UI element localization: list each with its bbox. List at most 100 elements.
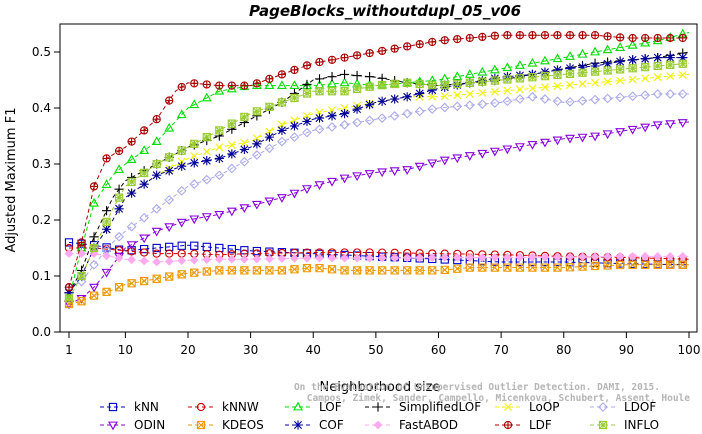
point-cof: [302, 116, 312, 127]
point-loop: [566, 81, 574, 90]
point-lof: [489, 64, 500, 74]
point-cof: [239, 144, 249, 155]
point-ldof: [277, 136, 287, 147]
point-fastabod: [277, 254, 287, 264]
point-fastabod: [490, 253, 500, 262]
x-tick-label: 20: [180, 343, 195, 357]
point-odin: [176, 218, 187, 228]
point-kdeos: [578, 262, 587, 271]
point-inflo: [377, 80, 387, 90]
point-ldof: [502, 96, 513, 107]
point-inflo: [540, 71, 550, 81]
point-ldf: [428, 37, 437, 47]
point-loop: [616, 76, 625, 85]
point-fastabod: [164, 256, 174, 266]
point-lof: [339, 77, 350, 87]
point-fastabod: [390, 253, 400, 263]
point-ldf: [465, 33, 474, 43]
point-loop: [553, 82, 562, 91]
point-ldf: [127, 137, 136, 146]
point-inflo: [215, 126, 224, 135]
point-loop: [603, 77, 612, 86]
point-ldf: [653, 33, 662, 43]
series-line-simplifiedlof: [68, 51, 690, 294]
point-inflo: [478, 77, 487, 86]
point-ldof: [540, 94, 550, 104]
point-ldof: [214, 170, 225, 181]
point-cof: [214, 153, 224, 163]
y-tick-label: 0.2: [32, 213, 51, 227]
point-loop: [503, 86, 512, 95]
point-loop: [440, 92, 449, 101]
point-lof: [276, 80, 287, 90]
point-cof: [352, 104, 362, 114]
point-ldf: [152, 115, 161, 124]
point-ldf: [89, 182, 99, 191]
point-inflo: [177, 146, 186, 155]
point-lof: [565, 51, 575, 60]
point-ldf: [114, 146, 124, 156]
point-ldof: [126, 221, 137, 232]
point-lof: [164, 122, 175, 132]
point-loop: [528, 84, 537, 93]
point-inflo: [352, 84, 362, 94]
point-loop: [428, 92, 437, 101]
point-ldf: [628, 33, 637, 43]
point-lof: [201, 92, 212, 102]
point-odin: [652, 121, 663, 131]
point-cof: [565, 63, 575, 73]
legend-item-ldof: LDOF: [590, 400, 656, 414]
point-knn: [152, 243, 161, 253]
point-fastabod: [440, 253, 450, 262]
point-cof: [252, 139, 262, 149]
point-ldf: [553, 31, 562, 40]
point-ldof: [452, 101, 463, 112]
point-odin: [327, 177, 337, 187]
point-cof: [653, 53, 663, 63]
legend-marker: [504, 403, 512, 411]
point-loop: [202, 147, 211, 156]
point-ldf: [215, 81, 224, 90]
point-ldof: [226, 163, 237, 174]
point-odin: [527, 140, 538, 150]
legend-marker: [196, 402, 206, 412]
point-cof: [427, 85, 437, 95]
point-lof: [189, 99, 200, 109]
point-simplifiedlof: [302, 79, 312, 90]
point-kdeos: [365, 266, 374, 275]
point-kdeos: [277, 266, 287, 275]
x-tick-label: 90: [619, 343, 634, 357]
point-fastabod: [64, 249, 74, 258]
point-cof: [590, 61, 600, 71]
point-fastabod: [214, 254, 224, 264]
point-ldf: [64, 283, 74, 292]
point-fastabod: [114, 253, 124, 263]
point-cof: [402, 92, 412, 102]
point-inflo: [415, 79, 424, 89]
point-odin: [164, 223, 175, 233]
legend-label: LDOF: [624, 400, 656, 414]
point-inflo: [102, 217, 111, 227]
point-loop: [340, 104, 349, 112]
point-inflo: [165, 153, 174, 162]
point-lof: [139, 145, 150, 154]
point-simplifiedlof: [101, 206, 112, 216]
point-ldof: [677, 89, 688, 99]
point-odin: [289, 189, 300, 199]
point-inflo: [302, 89, 312, 98]
point-loop: [265, 127, 274, 136]
point-inflo: [390, 79, 399, 89]
point-kdeos: [453, 264, 462, 273]
point-cof: [127, 188, 137, 198]
point-odin: [276, 194, 287, 203]
point-ldf: [678, 33, 687, 43]
point-cof: [264, 132, 275, 142]
point-ldf: [265, 74, 274, 84]
point-inflo: [653, 61, 662, 71]
point-cof: [602, 59, 613, 69]
point-ldof: [515, 94, 525, 104]
x-tick-label: 1: [65, 343, 73, 357]
legend-item-simplifiedlof: SimplifiedLOF: [365, 400, 481, 414]
point-odin: [552, 136, 563, 146]
